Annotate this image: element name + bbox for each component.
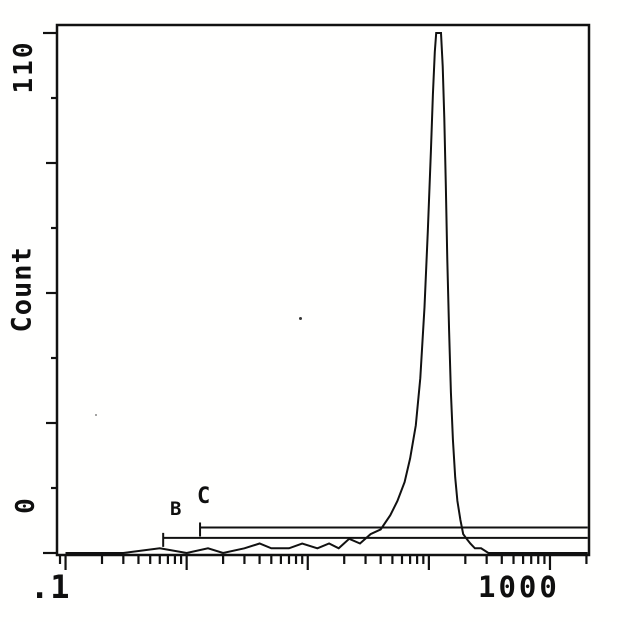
x-max-tick-label: 1000	[478, 570, 560, 604]
y-min-tick-label: 0	[11, 498, 41, 514]
scan-speck	[95, 414, 97, 416]
gate-c-label: C	[197, 484, 211, 509]
y-max-tick-label: 110	[9, 40, 39, 94]
y-axis-title: Count	[6, 246, 38, 333]
gate-b-label: B	[170, 498, 182, 520]
x-min-tick-label: .1	[30, 568, 71, 606]
scan-speck	[299, 317, 302, 320]
